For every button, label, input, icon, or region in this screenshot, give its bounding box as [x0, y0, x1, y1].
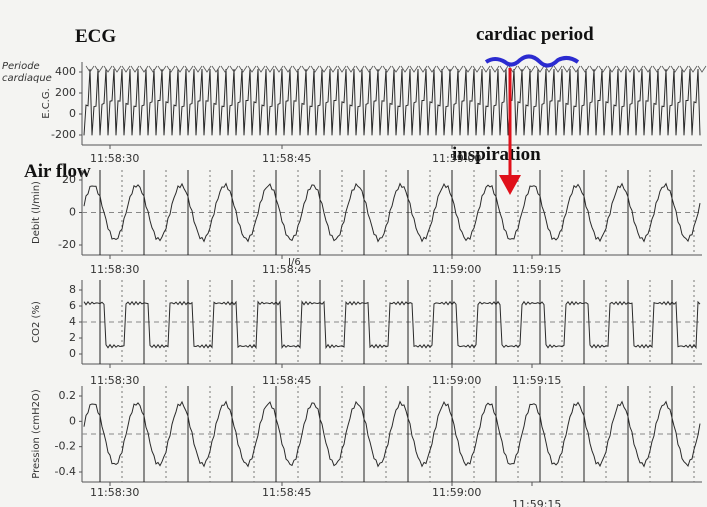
page-mark: I/6 [288, 257, 301, 268]
x-tick-label: 11:58:30 [90, 486, 139, 499]
x-tick-label: 11:59:00 [432, 152, 481, 165]
x-tick-label: 11:58:30 [90, 263, 139, 276]
y-tick-label: -0.2 [55, 440, 76, 453]
x-tick-label: 11:58:45 [262, 374, 311, 387]
x-tick-label: 11:58:30 [90, 152, 139, 165]
x-tick-label: 11:58:45 [262, 263, 311, 276]
x-tick-label: 11:59:00 [432, 374, 481, 387]
y-axis-label: Pression (cmH2O) [31, 389, 42, 479]
y-tick-label: 0 [69, 206, 76, 219]
y-tick-label: -0.4 [55, 465, 76, 478]
ecg-label: ECG [75, 26, 116, 47]
photo: ECG cardiac period inspiration Air flow … [0, 0, 707, 507]
y-tick-label: 6 [69, 299, 76, 312]
x-tick-label: 11:59:00 [432, 486, 481, 499]
y-axis-label: E.C.G. [41, 88, 52, 119]
x-tick-label: 11:59:15 [512, 498, 561, 507]
y-axis-label: Debit (l/min) [31, 181, 42, 244]
y-tick-label: 0 [69, 107, 76, 120]
y-tick-label: 20 [62, 173, 76, 186]
y-tick-label: 0 [69, 414, 76, 427]
side-label: Periode [2, 61, 40, 72]
x-tick-label: 11:58:45 [262, 152, 311, 165]
y-tick-label: 0.2 [59, 389, 77, 402]
x-tick-label: 11:58:30 [90, 374, 139, 387]
y-tick-label: 8 [69, 283, 76, 296]
y-tick-label: -200 [51, 128, 76, 141]
y-tick-label: 2 [69, 331, 76, 344]
y-tick-label: 4 [69, 315, 76, 328]
x-tick-label: 11:58:45 [262, 486, 311, 499]
side-label: cardiaque [2, 73, 52, 84]
y-tick-label: 200 [55, 86, 76, 99]
cardiac-period-label: cardiac period [476, 24, 594, 45]
air-flow-label: Air flow [24, 161, 91, 182]
y-axis-label: CO2 (%) [31, 301, 42, 343]
x-tick-label: 11:59:15 [512, 374, 561, 387]
x-tick-label: 11:59:00 [432, 263, 481, 276]
y-tick-label: 0 [69, 347, 76, 360]
x-tick-label: 11:59:15 [512, 263, 561, 276]
y-tick-label: -20 [58, 238, 76, 251]
y-tick-label: 400 [55, 65, 76, 78]
